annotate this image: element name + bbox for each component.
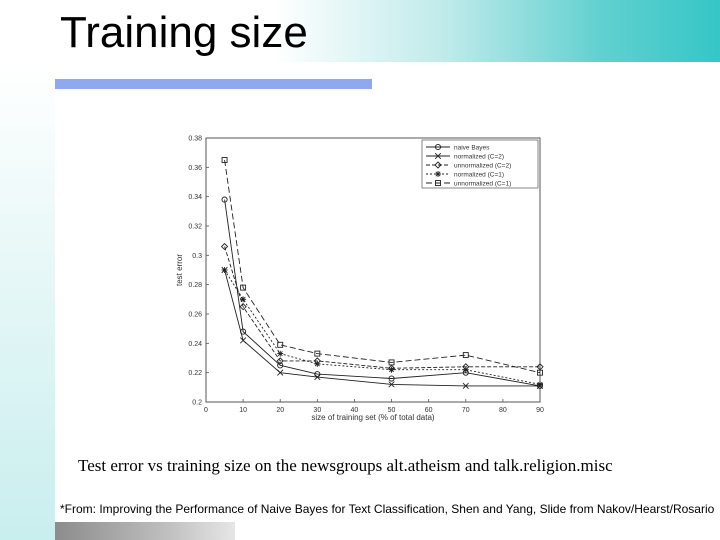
series-point [221, 267, 228, 273]
x-tick-label: 0 [204, 407, 208, 414]
x-axis-label: size of training set (% of total data) [311, 413, 435, 422]
y-axis-ticks: 0.2 0.22 0.24 0.26 0.28 0.3 0.32 0.34 0.36 0.38 [188, 136, 209, 407]
series-line [224, 159, 541, 374]
bottom-decorative-bar [55, 522, 235, 540]
series-point [276, 357, 284, 365]
series-point [388, 381, 395, 388]
legend-marker [435, 180, 441, 186]
series-point [462, 366, 469, 373]
y-tick-label: 0.2 [192, 400, 202, 407]
y-tick-label: 0.32 [188, 224, 202, 231]
slide-title: Training size [60, 8, 308, 57]
legend-marker [434, 143, 442, 151]
series-point [240, 284, 247, 291]
series-point [240, 296, 247, 303]
x-tick-label: 90 [536, 407, 544, 414]
series-point [462, 382, 469, 389]
y-tick-label: 0.38 [188, 136, 202, 143]
series-point [314, 373, 321, 381]
series-point [239, 337, 247, 344]
legend-marker [435, 171, 441, 177]
series-point [314, 360, 321, 367]
series-layer [220, 157, 544, 389]
x-tick-label: 30 [313, 407, 321, 414]
x-tick-label: 70 [462, 407, 470, 414]
x-tick-label: 40 [351, 407, 359, 414]
y-tick-label: 0.24 [188, 341, 202, 348]
series-point [221, 196, 228, 203]
x-tick-label: 80 [499, 407, 507, 414]
series-4 [221, 267, 543, 388]
legend-label: naive Bayes [454, 145, 490, 152]
figure-caption: Test error vs training size on the newsg… [78, 456, 613, 475]
y-tick-label: 0.34 [188, 194, 202, 201]
legend-marker [434, 161, 442, 169]
test-error-line-chart: 0 10 20 30 40 50 60 70 80 90 0.20.220.240.260.280… [175, 136, 544, 423]
series-point [220, 242, 229, 251]
legend-label: normalized (C=2) [454, 154, 504, 161]
legend-label: unnormalized (C=1) [454, 181, 511, 188]
y-tick-label: 0.26 [188, 312, 202, 319]
x-tick-label: 50 [388, 407, 396, 414]
legend-marker [434, 152, 442, 160]
y-tick-label: 0.28 [188, 282, 202, 289]
series-point [221, 157, 228, 163]
series-point [277, 362, 284, 369]
series-point [277, 341, 284, 348]
series-point [462, 352, 469, 359]
source-citation: *From: Improving the Performance of Naiv… [60, 502, 715, 516]
x-axis-ticks: 0 10 20 30 40 50 60 70 80 90 [204, 399, 544, 414]
y-axis-label: test error [175, 254, 184, 286]
series-point [388, 366, 395, 373]
series-point [537, 369, 543, 376]
title-underline-bar [55, 79, 372, 89]
legend-box [421, 139, 539, 189]
left-decorative-stripe [0, 62, 55, 540]
x-tick-label: 20 [276, 407, 284, 414]
legend-label: unnormalized (C=2) [454, 163, 511, 170]
y-tick-label: 0.36 [188, 165, 202, 172]
x-tick-label: 60 [425, 407, 433, 414]
series-5 [221, 157, 543, 376]
series-point [277, 369, 284, 376]
series-point [239, 303, 247, 311]
series-point [388, 359, 395, 366]
series-point [388, 375, 395, 382]
y-tick-label: 0.3 [192, 253, 202, 260]
series-point [277, 350, 284, 357]
series-point [314, 350, 321, 357]
series-point [537, 381, 543, 388]
header-gradient-band [0, 0, 720, 62]
x-tick-label: 10 [239, 407, 247, 414]
y-tick-label: 0.22 [188, 370, 202, 377]
legend-label: normalized (C=1) [454, 172, 504, 179]
legend: naive Bayes normalized (C=2) unnormalized … [421, 139, 539, 189]
